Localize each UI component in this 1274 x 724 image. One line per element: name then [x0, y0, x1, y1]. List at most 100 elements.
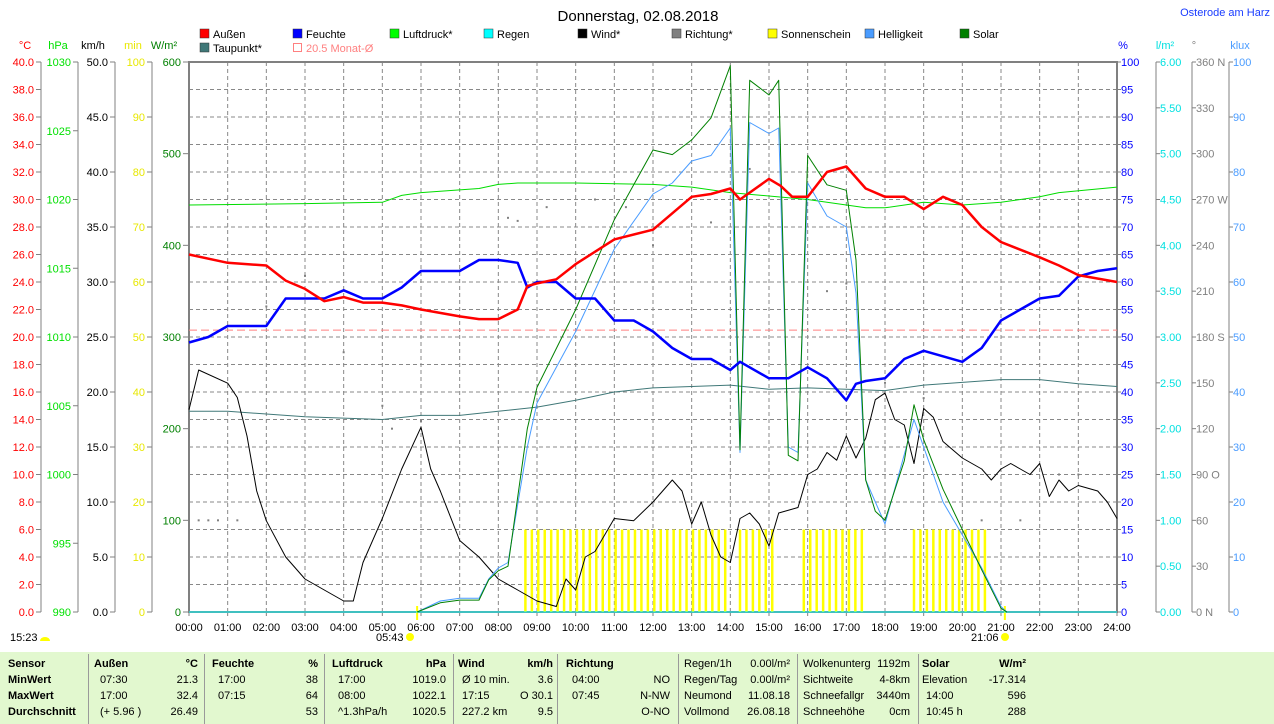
- direction-point: [826, 290, 828, 293]
- x-tick-label: 15:00: [755, 622, 783, 634]
- direction-point: [236, 519, 239, 522]
- legend-item[interactable]: Sonnenschein: [767, 28, 851, 41]
- solar-tick-label: 0: [175, 607, 181, 619]
- series-außen: [188, 165, 1118, 321]
- legend-label: Wind*: [591, 29, 621, 41]
- stats-cell: Sichtweite: [803, 674, 854, 686]
- humidity-tick-label: 45: [1121, 360, 1133, 372]
- stats-cell: N-NW: [640, 690, 670, 702]
- direction-point: [845, 282, 848, 285]
- x-tick-label: 08:00: [485, 622, 513, 634]
- legend-item[interactable]: Luftdruck*: [389, 28, 453, 41]
- stats-row-label: MinWert: [8, 674, 52, 686]
- stats-cell: Wolkenunterg: [803, 658, 871, 670]
- legend-item[interactable]: Außen: [199, 28, 245, 41]
- legend-item[interactable]: Regen: [483, 28, 529, 41]
- stats-cell: 14:00: [926, 690, 954, 702]
- temp-tick-label: 18.0: [13, 360, 34, 372]
- klux-axis-unit: klux: [1230, 40, 1250, 52]
- stats-cell: 4-8km: [879, 674, 910, 686]
- stats-cell: Neumond: [684, 690, 732, 702]
- solar-tick-label: 200: [163, 424, 181, 436]
- direction-point: [594, 198, 596, 201]
- legend-item[interactable]: Taupunkt*: [199, 42, 263, 55]
- humidity-tick-label: 5: [1121, 580, 1127, 592]
- legend-item[interactable]: Solar: [959, 28, 999, 41]
- sunrise-sun-icon: [406, 633, 414, 641]
- direction-tick-label: 30: [1196, 561, 1208, 573]
- legend-item[interactable]: Helligkeit: [864, 28, 923, 41]
- stats-header-unit: hPa: [425, 658, 446, 670]
- current-time: 15:23: [10, 632, 38, 644]
- legend: Außen Feuchte Luftdruck* Regen Wind* Richtung…: [199, 28, 999, 55]
- stats-header: Sensor: [8, 658, 46, 670]
- rain-tick-label: 3.00: [1160, 332, 1181, 344]
- temp-axis-unit: °C: [19, 40, 31, 52]
- legend-swatch: [864, 28, 875, 39]
- legend-label: Luftdruck*: [403, 29, 453, 41]
- humidity-tick-label: 0: [1121, 607, 1127, 619]
- legend-item[interactable]: 20.5 Monat-Ø: [293, 43, 374, 55]
- wind-tick-label: 25.0: [87, 332, 108, 344]
- solar-axis-unit: W/m²: [151, 40, 178, 52]
- direction-tick-label: 150: [1196, 378, 1214, 390]
- legend-label: 20.5 Monat-Ø: [306, 43, 374, 55]
- klux-tick-label: 50: [1233, 332, 1245, 344]
- legend-item[interactable]: Richtung*: [671, 28, 733, 41]
- humidity-tick-label: 55: [1121, 305, 1133, 317]
- stats-cell: Vollmond: [684, 706, 730, 718]
- stats-cell: 1019.0: [412, 674, 446, 686]
- stats-cell: 21.3: [176, 674, 198, 686]
- x-tick-label: 11:00: [601, 622, 628, 634]
- chart-axes: 00:00 01:00 02:00 03:00 04:00 05:00 06:00 07:00…: [13, 40, 1252, 634]
- stats-header: Wind: [458, 658, 485, 670]
- x-tick-label: 02:00: [253, 622, 281, 634]
- stats-header-unit: W/m²: [999, 658, 1026, 670]
- stats-divider: [678, 654, 679, 724]
- humidity-tick-label: 10: [1121, 552, 1133, 564]
- temp-tick-label: 14.0: [13, 415, 34, 427]
- temp-tick-label: 34.0: [13, 140, 34, 152]
- direction-tick-label: 120: [1196, 424, 1214, 436]
- wind-tick-label: 45.0: [87, 112, 108, 124]
- legend-item[interactable]: Wind*: [577, 28, 621, 41]
- rain-tick-label: 5.00: [1160, 149, 1181, 161]
- stats-cell: Elevation: [922, 674, 968, 686]
- stats-header: Feuchte: [212, 658, 255, 670]
- stats-cell: 0.00l/m²: [750, 658, 790, 670]
- sun-tick-label: 0: [139, 607, 145, 619]
- direction-point: [420, 420, 422, 423]
- temp-tick-label: 32.0: [13, 167, 34, 179]
- wind-tick-label: 0.0: [93, 607, 108, 619]
- x-tick-label: 20:00: [949, 622, 977, 634]
- direction-axis-unit: °: [1192, 40, 1196, 52]
- direction-point: [381, 404, 384, 407]
- direction-point: [710, 221, 712, 224]
- legend-swatch: [577, 28, 588, 39]
- legend-label: Richtung*: [685, 29, 733, 41]
- stats-cell: 17:00: [100, 690, 128, 702]
- pressure-tick-label: 1020: [47, 195, 71, 207]
- humidity-tick-label: 75: [1121, 195, 1133, 207]
- stats-row-label: Durchschnitt: [8, 706, 76, 718]
- temp-tick-label: 30.0: [13, 195, 34, 207]
- stats-cell: 07:45: [572, 690, 600, 702]
- direction-point: [1058, 473, 1060, 476]
- direction-tick-label: 60: [1196, 515, 1208, 527]
- series-solar: [416, 65, 1008, 613]
- temp-tick-label: 10.0: [13, 470, 34, 482]
- pressure-tick-label: 1030: [47, 57, 71, 69]
- sun-tick-label: 10: [133, 552, 145, 564]
- x-tick-label: 01:00: [214, 622, 242, 634]
- humidity-tick-label: 65: [1121, 250, 1133, 262]
- legend-item[interactable]: Feuchte: [292, 28, 346, 41]
- chart-marks: [188, 65, 1118, 620]
- solar-tick-label: 400: [163, 240, 181, 252]
- x-tick-label: 18:00: [871, 622, 899, 634]
- location-label[interactable]: Osterode am Harz: [1180, 7, 1270, 19]
- stats-cell: 3.6: [537, 674, 553, 686]
- wind-tick-label: 50.0: [87, 57, 108, 69]
- legend-label: Sonnenschein: [781, 29, 851, 41]
- sunrise-time: 05:43: [376, 632, 404, 644]
- stats-cell: 288: [1007, 706, 1026, 718]
